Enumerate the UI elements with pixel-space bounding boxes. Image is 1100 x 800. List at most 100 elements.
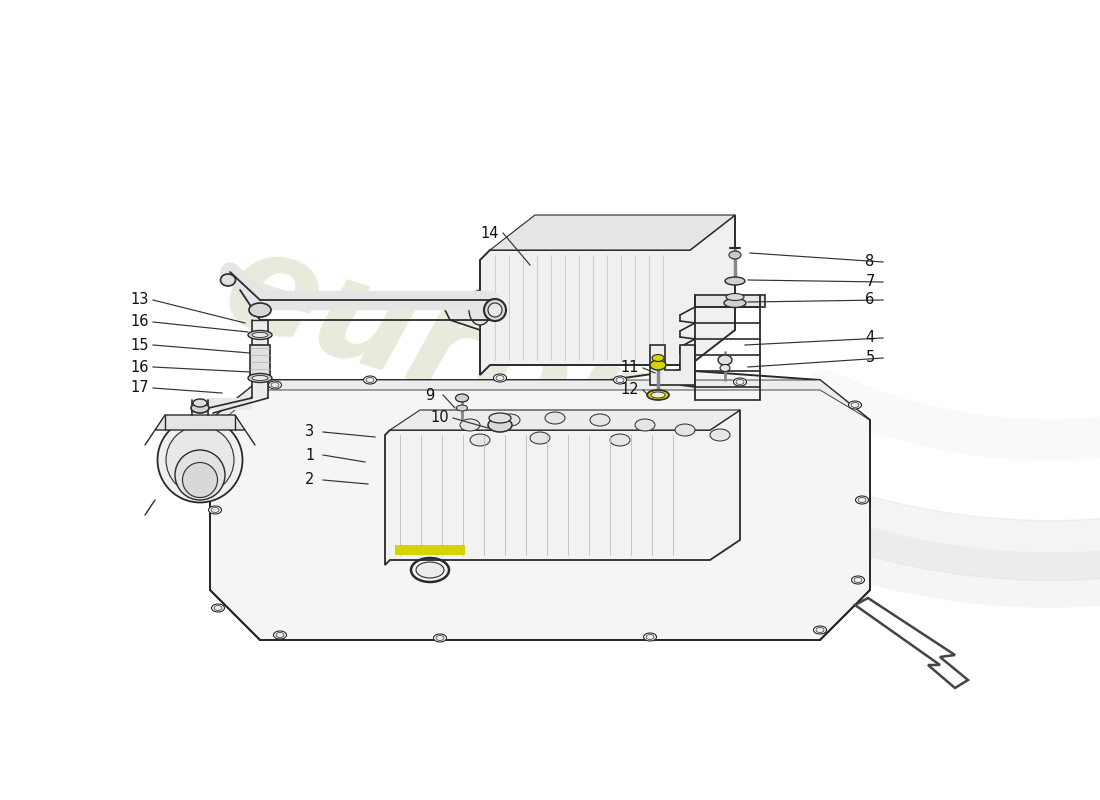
Ellipse shape: [496, 375, 504, 381]
Text: 3: 3: [306, 425, 315, 439]
Text: 12: 12: [620, 382, 639, 398]
Ellipse shape: [214, 606, 222, 610]
Ellipse shape: [650, 360, 666, 370]
Ellipse shape: [157, 418, 242, 502]
Ellipse shape: [220, 274, 235, 286]
Bar: [200, 398, 252, 410]
Polygon shape: [650, 345, 695, 385]
Ellipse shape: [248, 330, 272, 339]
Ellipse shape: [456, 405, 468, 411]
Ellipse shape: [211, 604, 224, 612]
Ellipse shape: [363, 376, 376, 384]
Ellipse shape: [252, 375, 268, 381]
Text: 7: 7: [866, 274, 874, 290]
Ellipse shape: [651, 392, 666, 398]
Ellipse shape: [544, 412, 565, 424]
Ellipse shape: [720, 365, 730, 371]
Ellipse shape: [469, 295, 491, 325]
Ellipse shape: [274, 631, 286, 639]
Polygon shape: [395, 545, 465, 555]
Text: 17: 17: [131, 381, 150, 395]
Ellipse shape: [213, 438, 221, 442]
Polygon shape: [210, 370, 870, 640]
Ellipse shape: [734, 378, 747, 386]
Polygon shape: [210, 380, 870, 430]
Polygon shape: [480, 215, 735, 375]
Ellipse shape: [436, 635, 444, 641]
Ellipse shape: [644, 633, 657, 641]
Ellipse shape: [646, 634, 654, 639]
Ellipse shape: [210, 436, 223, 444]
Ellipse shape: [191, 403, 209, 413]
Text: a passion since 1985: a passion since 1985: [374, 415, 746, 565]
Text: 13: 13: [131, 293, 150, 307]
Polygon shape: [446, 290, 480, 330]
Text: europes: europes: [208, 218, 853, 542]
Ellipse shape: [470, 434, 490, 446]
Ellipse shape: [455, 394, 469, 402]
Ellipse shape: [248, 374, 272, 382]
Ellipse shape: [183, 462, 218, 498]
Ellipse shape: [856, 496, 869, 504]
Ellipse shape: [490, 413, 512, 423]
Text: 8: 8: [866, 254, 874, 270]
Ellipse shape: [816, 627, 824, 633]
Text: 15: 15: [131, 338, 150, 353]
Ellipse shape: [192, 399, 207, 407]
Ellipse shape: [718, 355, 732, 365]
Polygon shape: [390, 410, 740, 430]
Ellipse shape: [500, 414, 520, 426]
Ellipse shape: [366, 378, 374, 382]
Text: 9: 9: [426, 387, 434, 402]
Ellipse shape: [710, 429, 730, 441]
Ellipse shape: [488, 418, 512, 432]
Ellipse shape: [854, 578, 862, 582]
Ellipse shape: [252, 333, 268, 338]
Bar: [695, 295, 764, 307]
Ellipse shape: [211, 507, 219, 513]
Ellipse shape: [175, 450, 226, 500]
Ellipse shape: [652, 354, 664, 362]
Text: 6: 6: [866, 293, 874, 307]
Ellipse shape: [494, 374, 506, 382]
Ellipse shape: [851, 576, 865, 584]
Ellipse shape: [460, 419, 480, 431]
Ellipse shape: [590, 414, 610, 426]
Ellipse shape: [725, 277, 745, 285]
Ellipse shape: [724, 298, 746, 307]
Text: 11: 11: [620, 361, 639, 375]
Ellipse shape: [729, 251, 741, 259]
Ellipse shape: [249, 303, 271, 317]
Text: 16: 16: [131, 314, 150, 330]
Ellipse shape: [858, 498, 866, 502]
Ellipse shape: [675, 424, 695, 436]
Polygon shape: [385, 410, 740, 565]
Text: 10: 10: [431, 410, 449, 426]
Ellipse shape: [271, 382, 279, 387]
Bar: [252, 320, 268, 398]
Ellipse shape: [635, 419, 654, 431]
Polygon shape: [490, 215, 735, 250]
Ellipse shape: [268, 381, 282, 389]
Ellipse shape: [614, 376, 627, 384]
Ellipse shape: [488, 303, 502, 317]
Ellipse shape: [166, 426, 234, 494]
Ellipse shape: [814, 626, 826, 634]
Ellipse shape: [433, 634, 447, 642]
Text: 16: 16: [131, 359, 150, 374]
Text: 1: 1: [306, 447, 315, 462]
Text: 2: 2: [306, 473, 315, 487]
Ellipse shape: [276, 633, 284, 638]
Ellipse shape: [616, 378, 624, 382]
Text: 4: 4: [866, 330, 874, 346]
Text: 5: 5: [866, 350, 874, 366]
Ellipse shape: [416, 562, 444, 578]
Ellipse shape: [848, 401, 861, 409]
Ellipse shape: [647, 390, 669, 400]
Ellipse shape: [736, 379, 744, 385]
Polygon shape: [155, 415, 245, 430]
Ellipse shape: [851, 402, 859, 407]
Ellipse shape: [726, 294, 744, 301]
Ellipse shape: [530, 432, 550, 444]
Bar: [250, 345, 270, 375]
